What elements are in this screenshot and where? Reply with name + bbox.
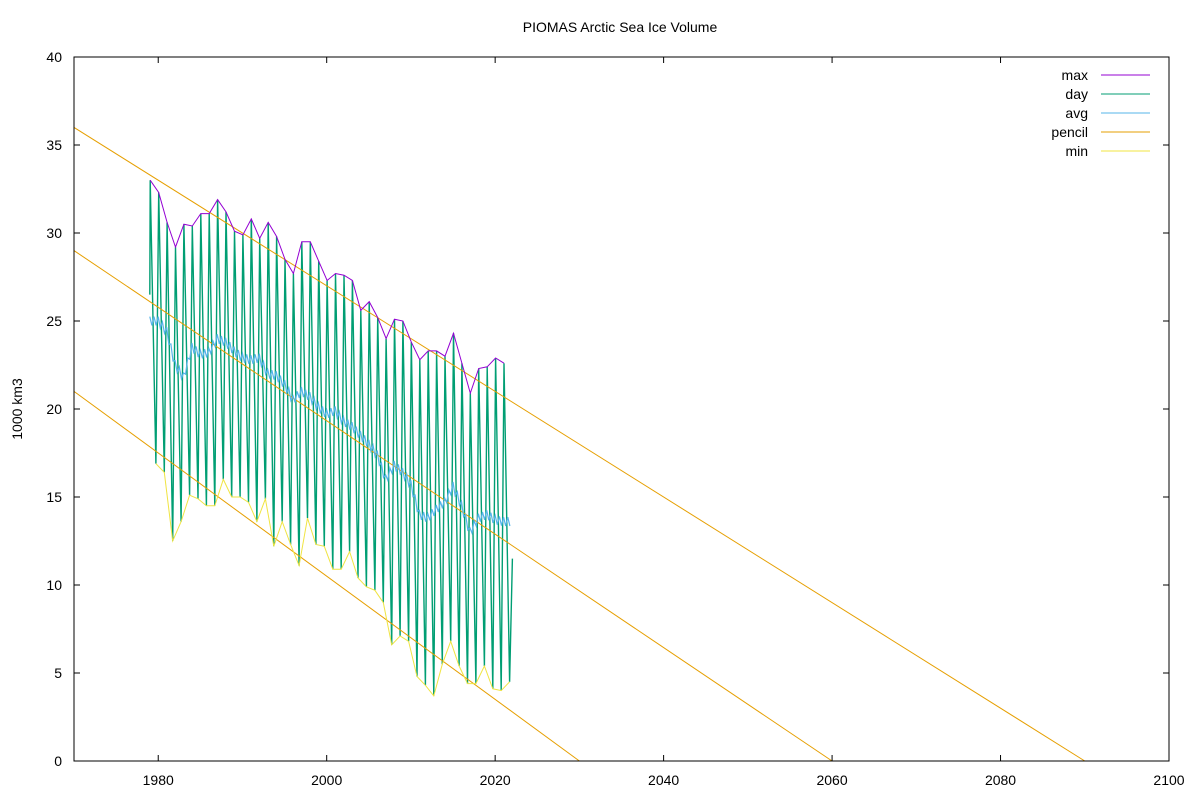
x-tick-label: 2100 [1153,772,1184,788]
y-tick-label: 40 [46,49,62,65]
x-tick-label: 2000 [311,772,342,788]
y-tick-label: 0 [54,753,62,769]
x-tick-label: 2020 [480,772,511,788]
legend-label-max: max [1062,67,1088,83]
y-tick-label: 35 [46,137,62,153]
legend-label-day: day [1065,86,1088,102]
max-series-line [149,179,505,395]
min-series-line [155,463,510,697]
day-series-line [149,180,514,696]
y-tick-label: 5 [54,665,62,681]
x-tick-label: 2060 [816,772,847,788]
plot-data [73,126,1086,762]
y-tick-label: 10 [46,577,62,593]
y-axis-label: 1000 km3 [9,378,25,440]
legend-label-min: min [1065,143,1088,159]
y-tick-label: 20 [46,401,62,417]
pencil-line [73,390,580,762]
y-tick-label: 15 [46,489,62,505]
chart-title: PIOMAS Arctic Sea Ice Volume [523,19,718,35]
avg-series-line [149,316,511,536]
y-tick-label: 30 [46,225,62,241]
x-tick-label: 2040 [648,772,679,788]
x-tick-label: 2080 [985,772,1016,788]
legend-label-avg: avg [1065,105,1088,121]
legend-label-pencil: pencil [1051,124,1088,140]
pencil-line [73,126,1086,762]
y-tick-label: 25 [46,313,62,329]
pencil-line [73,250,833,762]
legend: max day avg pencil min [1051,67,1150,159]
x-tick-label: 1980 [143,772,174,788]
axis-ticks: 1980 2000 2020 2040 2060 2080 2100 0 5 10 15 20 25 30… [46,49,1184,788]
